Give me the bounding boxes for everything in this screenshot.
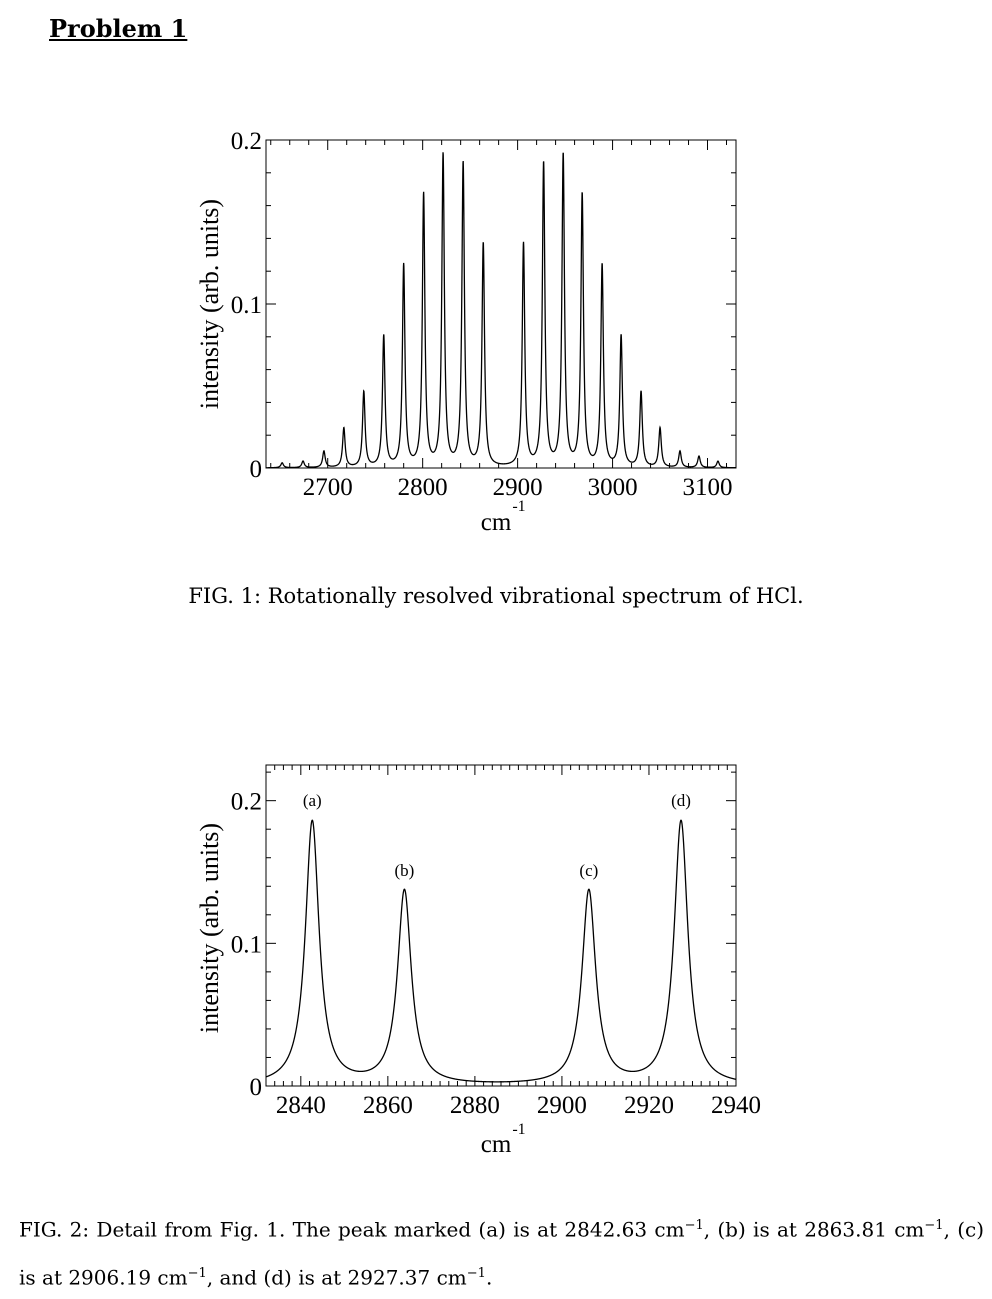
caption2-superscript-4: −1 <box>466 1265 486 1281</box>
fig1-x-axis-exponent: -1 <box>512 498 525 515</box>
fig1-spectrum-line <box>266 152 737 469</box>
fig2-peak-label: (c) <box>579 861 598 880</box>
fig1-y-tick-label: 0 <box>250 456 263 483</box>
caption2-part-4: , and (d) is at 2927.37 cm <box>206 1265 467 1290</box>
fig1-y-tick-label: 0.2 <box>231 128 262 155</box>
fig2-spectrum-line <box>265 819 737 1083</box>
figure-1-chart: 0 0.1 0.2 2700 2800 2900 3000 3100 intensity (… <box>195 128 737 536</box>
fig1-x-tick-label: 3000 <box>588 474 638 501</box>
fig2-plot-frame <box>265 764 737 1087</box>
fig1-y-axis-label: intensity (arb. units) <box>195 199 224 409</box>
fig2-x-tick-label: 2860 <box>363 1092 413 1119</box>
figure-2-caption: FIG. 2: Detail from Fig. 1. The peak mar… <box>19 1204 984 1299</box>
figure-1-caption: FIG. 1: Rotationally resolved vibrationa… <box>188 584 804 608</box>
caption2-part-2: , (b) is at 2863.81 cm <box>703 1217 925 1242</box>
fig2-x-tick-label: 2940 <box>711 1092 761 1119</box>
problem-heading: Problem 1 <box>49 14 188 43</box>
fig2-y-tick-label: 0.2 <box>231 789 262 816</box>
fig2-peak-label: (b) <box>395 861 415 880</box>
caption2-superscript-2: −1 <box>924 1218 944 1233</box>
caption2-part-3: , (c) is at 2906.19 cm <box>19 1217 985 1290</box>
fig2-x-tick-label: 2920 <box>624 1092 674 1119</box>
caption2-part-1: FIG. 2: Detail from Fig. 1. The peak mar… <box>19 1217 685 1242</box>
fig1-x-tick-label: 3100 <box>683 474 733 501</box>
fig1-x-tick-label: 2700 <box>303 474 353 501</box>
fig1-x-tick-label: 2900 <box>493 474 543 501</box>
caption2-part-5: . <box>485 1265 493 1290</box>
fig2-y-axis-label: intensity (arb. units) <box>195 823 224 1033</box>
fig2-peak-label: (a) <box>303 791 322 810</box>
fig1-x-tick-label: 2800 <box>398 474 448 501</box>
fig1-plot-frame <box>265 139 737 469</box>
fig2-x-axis-exponent: -1 <box>512 1121 525 1138</box>
fig1-x-axis-label: cm <box>481 509 512 536</box>
fig2-peak-label: (d) <box>671 791 691 810</box>
fig2-x-axis-label: cm <box>481 1131 512 1158</box>
fig2-x-tick-label: 2880 <box>450 1092 500 1119</box>
fig1-y-tick-label: 0.1 <box>231 292 262 319</box>
fig2-y-tick-label: 0 <box>250 1074 263 1101</box>
fig2-y-tick-label: 0.1 <box>231 931 262 958</box>
caption2-superscript-1: −1 <box>684 1218 704 1233</box>
caption2-superscript-3: −1 <box>187 1265 207 1281</box>
fig2-x-tick-label: 2900 <box>537 1092 587 1119</box>
figure-2-chart: 0 0.1 0.2 2840 2860 2880 2900 2920 2940 (a) (b) (… <box>195 764 761 1158</box>
fig2-x-tick-label: 2840 <box>276 1092 326 1119</box>
